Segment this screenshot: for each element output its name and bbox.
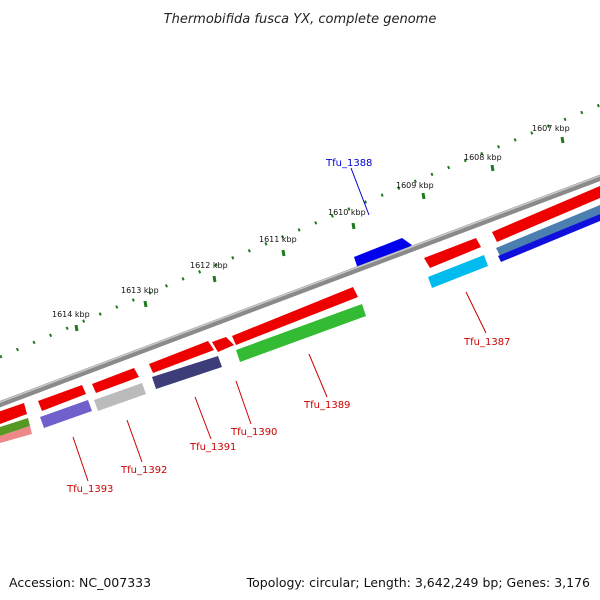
backbone-highlight <box>0 175 600 403</box>
scale-label: 1607 kbp <box>532 124 570 133</box>
gene-Tfu_1393[interactable] <box>40 400 92 428</box>
gene-label-Tfu_1390[interactable]: Tfu_1390 <box>230 427 277 438</box>
gene-label-Tfu_1393[interactable]: Tfu_1393 <box>66 484 113 495</box>
gene-Tfu_1394b[interactable] <box>0 426 32 443</box>
topology-text: Topology: circular; Length: 3,642,249 bp… <box>246 575 590 590</box>
label-leaders <box>72 167 487 482</box>
gene-label-Tfu_1389[interactable]: Tfu_1389 <box>303 400 350 411</box>
gene-Tfu_1391[interactable] <box>152 356 222 389</box>
accession-text: Accession: NC_007333 <box>9 575 152 590</box>
scale-label: 1612 kbp <box>190 261 228 270</box>
gene-label-Tfu_1392[interactable]: Tfu_1392 <box>120 465 167 476</box>
gene-label-Tfu_1388[interactable]: Tfu_1388 <box>325 158 372 169</box>
gene-Tfu_1389[interactable] <box>236 304 366 362</box>
gene-Tfu_1394a[interactable] <box>0 418 30 436</box>
gene-Tfu_1388[interactable] <box>354 238 412 269</box>
scale-label: 1614 kbp <box>52 310 90 319</box>
scale-label: 1611 kbp <box>259 235 297 244</box>
genome-backbone <box>0 174 600 408</box>
gene-label-Tfu_1387[interactable]: Tfu_1387 <box>463 337 510 348</box>
scale-ring <box>0 103 600 359</box>
major-ticks <box>74 136 565 332</box>
scale-label: 1613 kbp <box>121 286 159 295</box>
scale-label: 1609 kbp <box>396 181 434 190</box>
gene-Tfu_1386b[interactable] <box>498 214 600 262</box>
gene-Tfu_1386a[interactable] <box>496 205 600 256</box>
gene-label-Tfu_1391[interactable]: Tfu_1391 <box>189 442 236 453</box>
scale-label: 1608 kbp <box>464 153 502 162</box>
cds-features[interactable] <box>0 186 600 424</box>
gene-Tfu_1392[interactable] <box>94 383 146 411</box>
scale-label: 1610 kbp <box>328 208 366 217</box>
gene-Tfu_1387[interactable] <box>428 255 488 288</box>
map-title: Thermobifida fusca YX, complete genome <box>164 12 437 27</box>
